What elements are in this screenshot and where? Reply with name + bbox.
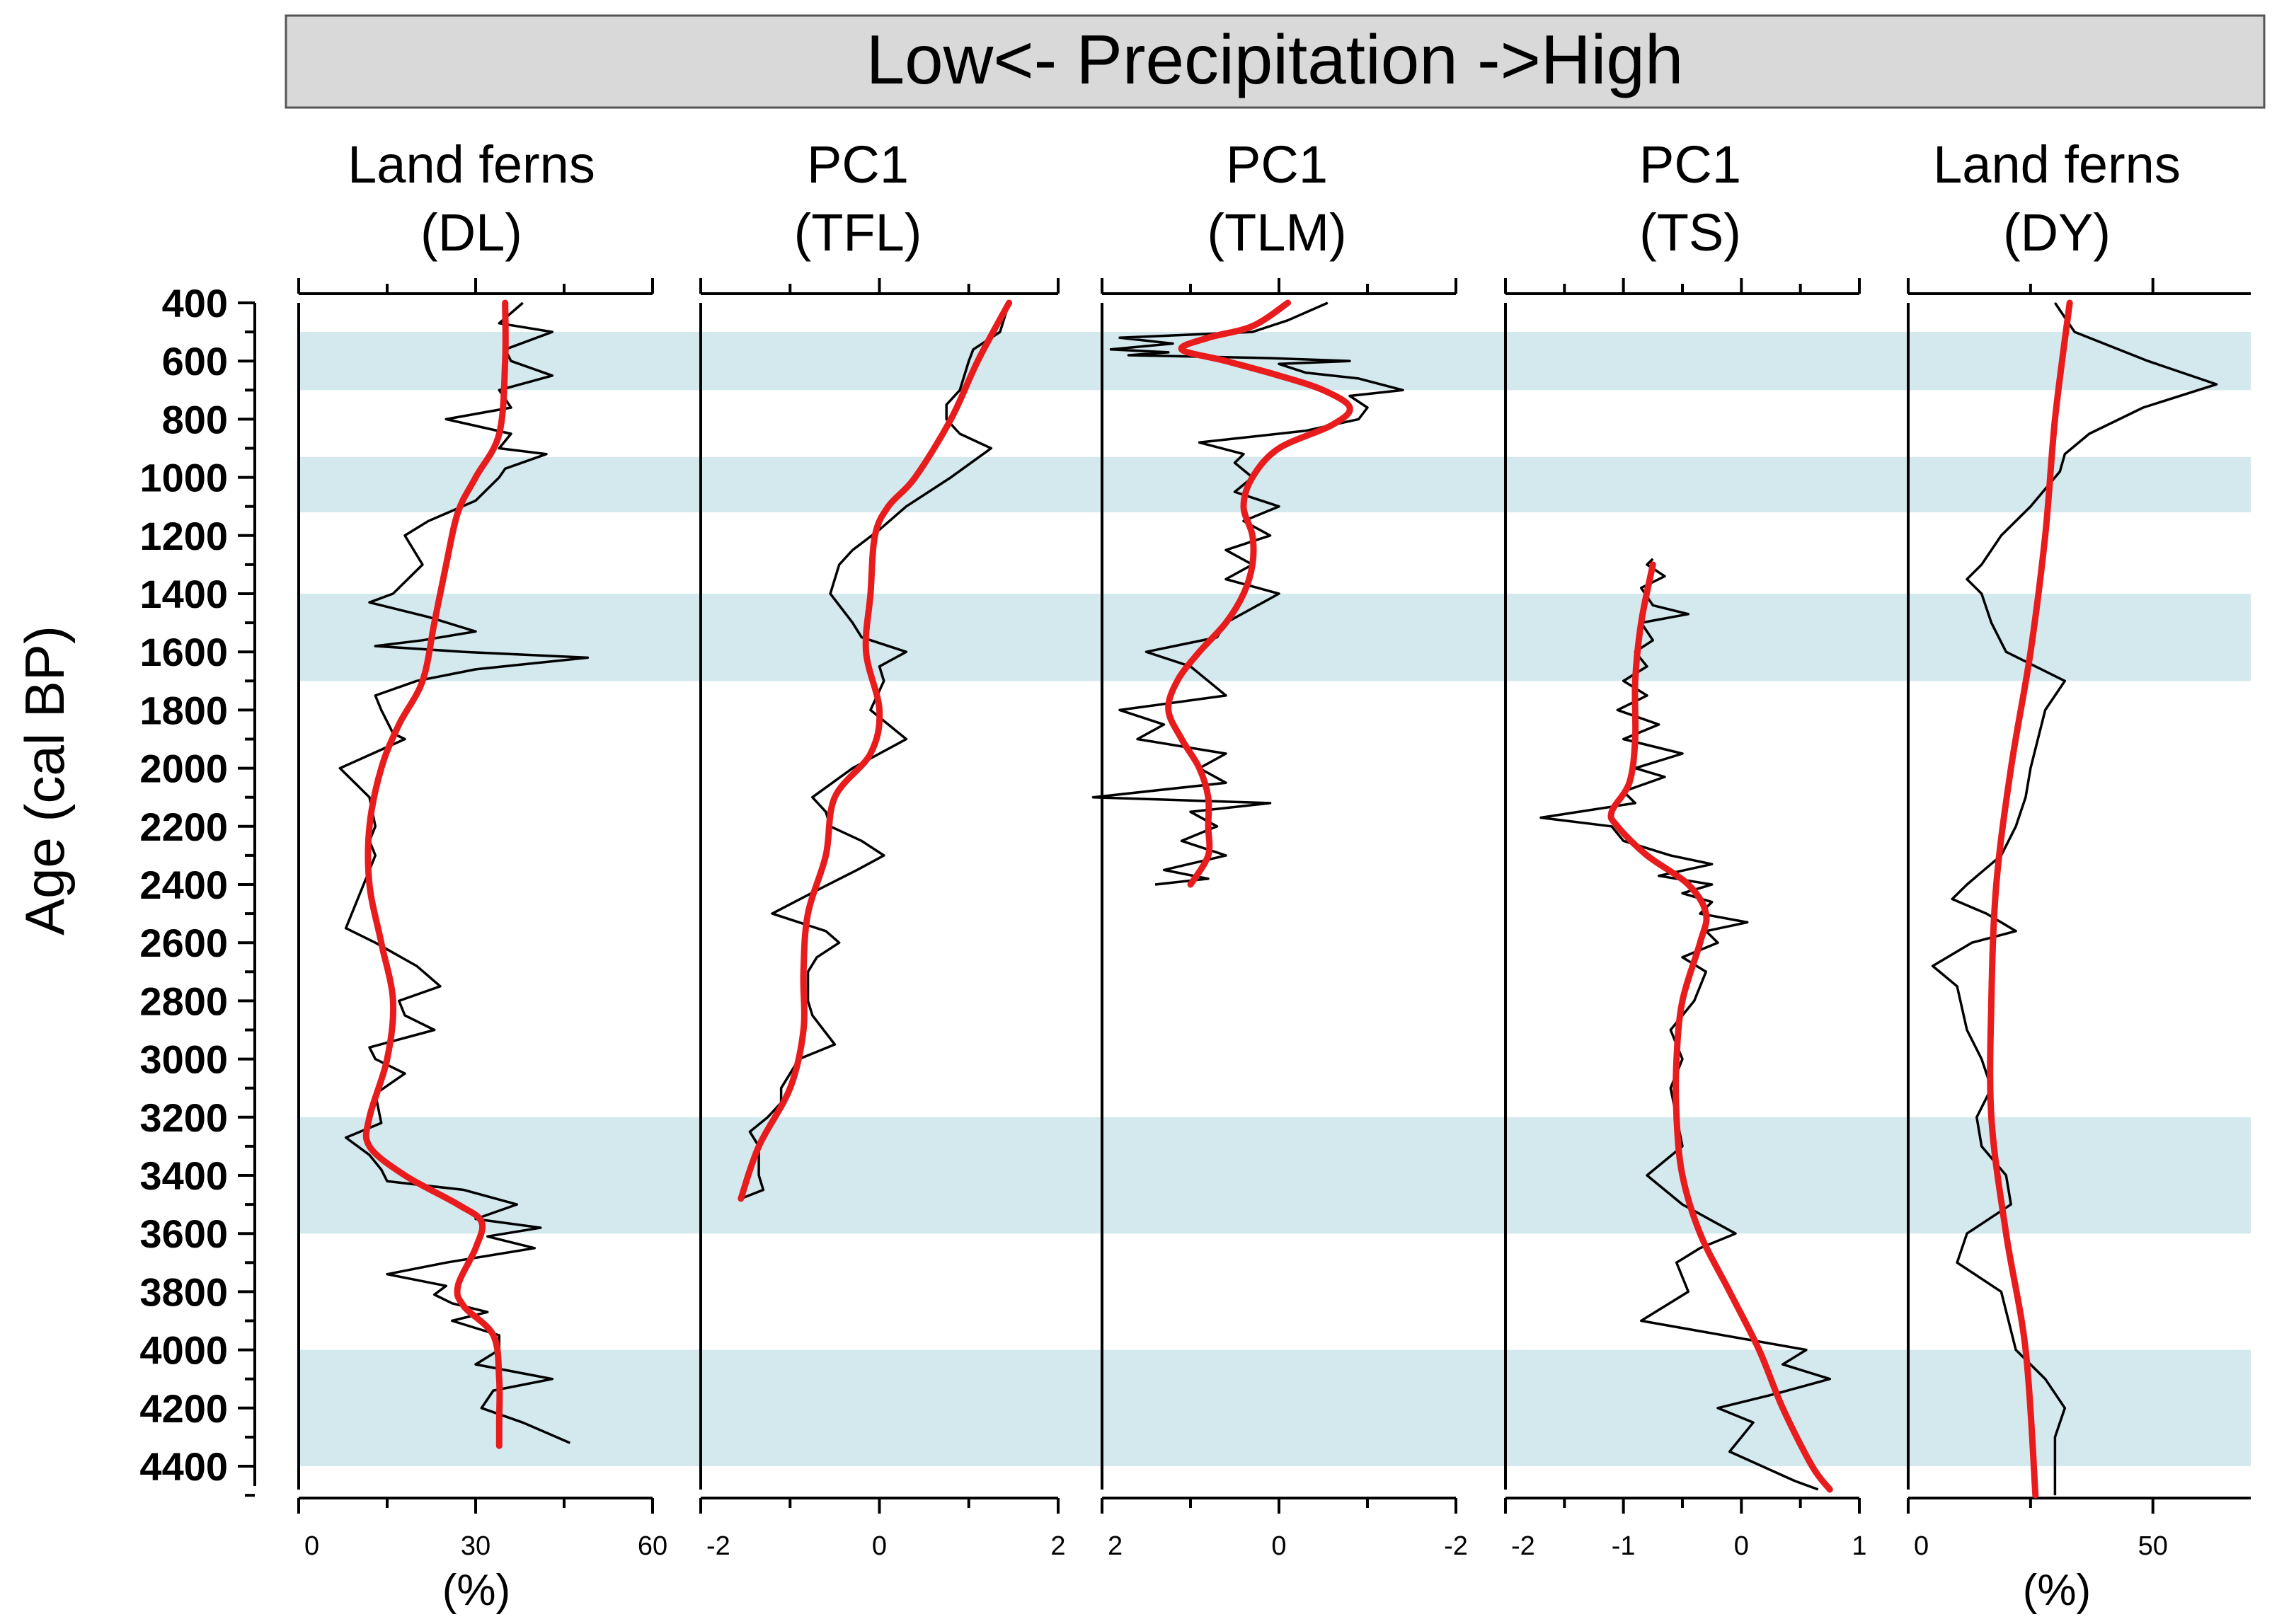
panel-3-tick-label: -2 — [1444, 1531, 1468, 1561]
panel-3-title: PC1 (TLM) — [1207, 135, 1346, 262]
age-tick-label: 600 — [162, 339, 228, 384]
panel-5-unit: (%) — [2023, 1566, 2091, 1615]
wet-band-2 — [299, 456, 2251, 512]
panel-5-tick-label: 0 — [1914, 1531, 1929, 1561]
panel-4-tick-label: 0 — [1734, 1531, 1749, 1561]
age-tick-label: 1000 — [139, 456, 228, 500]
panel-4-smoothed-series — [1607, 561, 1833, 1493]
panel-3-raw-series — [1091, 301, 1404, 886]
panel-5-tick-label: 50 — [2138, 1531, 2168, 1561]
age-axis-label: Age (cal BP) — [13, 626, 76, 935]
age-tick-label: 4400 — [139, 1444, 228, 1489]
panel-4: -2 -1 0 1 — [1504, 278, 1867, 1561]
wet-period-bands — [299, 332, 2251, 1466]
wet-band-3 — [299, 594, 2251, 681]
panel-1: 0 30 60 — [297, 278, 667, 1561]
panel-5-smoothed-series — [1987, 299, 2073, 1499]
panels: 0 30 60 -2 0 2 2 0 -2 -2 -1 0 1 0 50 — [297, 278, 2251, 1561]
panel-4-tick-label: -2 — [1511, 1531, 1535, 1561]
panel-2-tick-label: 0 — [872, 1531, 887, 1561]
panel-2-tick-label: -2 — [706, 1531, 730, 1561]
panel-4-tick-label: 1 — [1852, 1531, 1866, 1561]
panel-4-title: PC1 (TS) — [1639, 135, 1741, 262]
precipitation-banner — [285, 14, 2266, 109]
age-tick-label: 2400 — [139, 863, 228, 907]
panel-1-tick-label: 0 — [304, 1531, 319, 1561]
wet-band-4 — [299, 1117, 2251, 1234]
age-tick-label: 3200 — [139, 1095, 228, 1140]
panel-2-title: PC1 (TFL) — [794, 135, 922, 262]
panel-1-tick-label: 60 — [638, 1531, 667, 1561]
age-tick-label: 400 — [162, 281, 228, 326]
panel-1-title: Land ferns (DL) — [348, 135, 595, 262]
panel-3: 2 0 -2 — [1091, 278, 1468, 1561]
age-tick-label: 3600 — [139, 1211, 228, 1256]
age-tick-label: 3400 — [139, 1153, 228, 1198]
panel-1-title-line1: Land ferns — [348, 135, 595, 194]
age-tick-label: 2600 — [139, 921, 228, 965]
panel-1-tick-label: 30 — [461, 1531, 490, 1561]
age-tick-label: 4200 — [139, 1386, 228, 1431]
panel-3-tick-label: 2 — [1108, 1531, 1123, 1561]
panel-5-raw-series — [1931, 302, 2218, 1496]
age-tick-label: 3800 — [139, 1269, 228, 1314]
age-tick-label: 2200 — [139, 805, 228, 849]
panel-3-title-line1: PC1 — [1226, 135, 1328, 194]
age-tick-label: 4000 — [139, 1328, 228, 1373]
panel-3-title-line2: (TLM) — [1207, 203, 1346, 262]
panel-2-tick-label: 2 — [1050, 1531, 1065, 1561]
panel-5-title-line2: (DY) — [2003, 203, 2111, 262]
panel-5: 0 50 — [1907, 278, 2251, 1561]
panel-5-title-line1: Land ferns — [1933, 135, 2181, 194]
panel-2-smoothed-series — [738, 299, 1013, 1202]
age-tick-label: 3000 — [139, 1037, 228, 1082]
age-tick-label: 1400 — [139, 572, 228, 616]
age-tick-label: 1800 — [139, 688, 228, 732]
age-tick-label: 1200 — [139, 514, 228, 558]
panel-1-title-line2: (DL) — [420, 203, 522, 262]
panel-3-tick-label: 0 — [1271, 1531, 1286, 1561]
age-axis: 400 600 800 1000 1200 1400 1600 1800 2000 2200 240… — [139, 281, 256, 1497]
panel-3-smoothed-series — [1165, 299, 1353, 888]
wet-band-1 — [299, 332, 2251, 391]
panel-1-smoothed-series — [362, 299, 509, 1449]
panel-2-title-line1: PC1 — [807, 135, 909, 194]
age-tick-label: 1600 — [139, 630, 228, 674]
banner-title: Low<- Precipitation ->High — [866, 21, 1684, 98]
age-tick-label: 2800 — [139, 979, 228, 1023]
panel-1-raw-series — [338, 301, 590, 1444]
panel-4-title-line2: (TS) — [1639, 203, 1741, 262]
panel-2: -2 0 2 — [699, 278, 1066, 1561]
panel-2-title-line2: (TFL) — [794, 203, 922, 262]
age-tick-label: 800 — [162, 397, 228, 442]
panel-4-tick-label: -1 — [1612, 1531, 1636, 1561]
wet-band-5 — [299, 1349, 2251, 1466]
panel-4-title-line1: PC1 — [1639, 135, 1741, 194]
panel-1-unit: (%) — [442, 1566, 510, 1615]
panel-5-title: Land ferns (DY) — [1933, 135, 2181, 262]
age-tick-label: 2000 — [139, 747, 228, 791]
panel-4-raw-series — [1539, 558, 1832, 1491]
